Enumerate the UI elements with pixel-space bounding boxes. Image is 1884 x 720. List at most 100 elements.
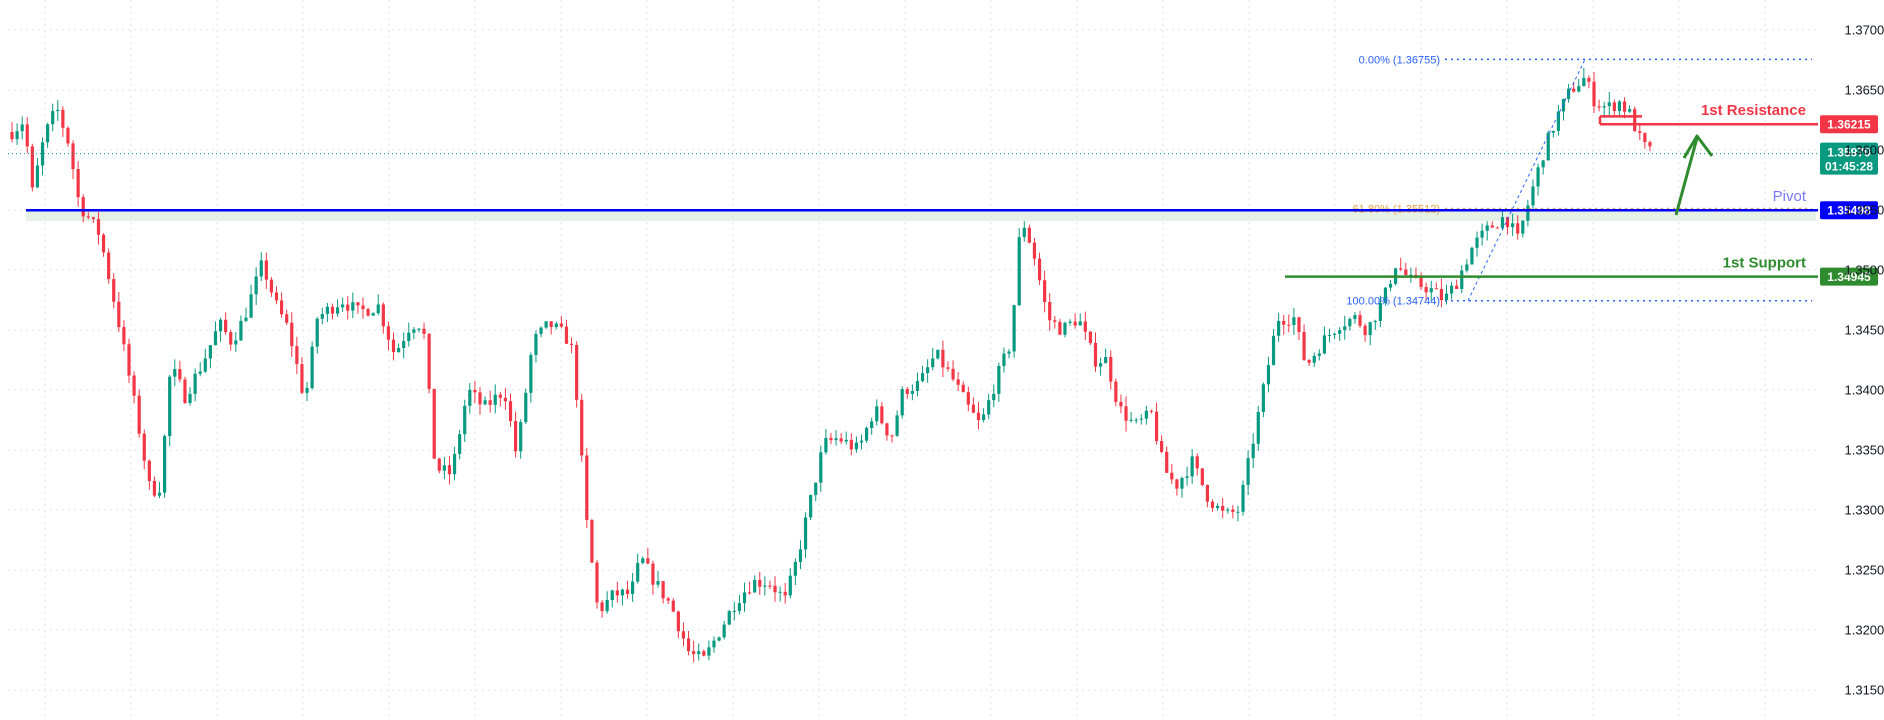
candle-body <box>1068 321 1072 323</box>
candle-body <box>1322 335 1327 354</box>
candle-body <box>1582 77 1586 87</box>
candle-body <box>458 434 462 454</box>
fibonacci-level-label: 0.00% (1.36755) <box>1359 54 1440 66</box>
candle-body <box>1572 88 1576 92</box>
candle-body <box>1215 505 1220 508</box>
candle-body <box>412 329 416 333</box>
candle-body <box>768 585 772 587</box>
candle-body <box>371 313 375 316</box>
candle-body <box>992 393 996 401</box>
candle-body <box>1246 458 1250 485</box>
candle-body <box>30 146 34 188</box>
candle-body <box>498 394 502 398</box>
candle-body <box>20 124 24 132</box>
candle-body <box>936 349 940 359</box>
candle-body <box>885 423 889 436</box>
candle-body <box>376 304 380 314</box>
level-price-tag <box>1820 115 1878 134</box>
candle-body <box>1338 330 1342 334</box>
candle-body <box>173 369 177 377</box>
candle-body <box>890 435 894 437</box>
candle-body <box>1348 319 1352 327</box>
candle-body <box>941 349 945 368</box>
candle-body <box>1027 227 1031 243</box>
candle-body <box>86 216 90 218</box>
level-price-tag-text: 1.36215 <box>1827 118 1871 132</box>
candle-body <box>1490 225 1494 228</box>
candle-body <box>585 455 589 521</box>
candle-body <box>198 371 202 374</box>
candle-body <box>1037 258 1042 281</box>
candle-body <box>1622 101 1627 112</box>
arrow-shaft <box>1674 137 1699 216</box>
candle-body <box>493 394 497 405</box>
candle-body <box>1556 111 1561 131</box>
candle-body <box>1266 365 1271 385</box>
candle-body <box>926 367 930 374</box>
candle-body <box>600 602 604 612</box>
y-tick-label: 1.31500 <box>1845 683 1884 698</box>
candle-body <box>987 400 991 415</box>
candle-body <box>1526 205 1530 221</box>
candle-body <box>1073 321 1077 326</box>
candle-body <box>1592 81 1596 107</box>
candle-body <box>1587 77 1591 82</box>
candle-body <box>920 373 925 382</box>
candle-body <box>152 480 157 496</box>
candle-body <box>107 252 111 280</box>
candle-body <box>76 169 80 198</box>
candle-body <box>1521 220 1525 234</box>
candle-body <box>407 332 411 342</box>
candle-body <box>117 301 121 328</box>
pivot-zone <box>26 209 1816 222</box>
candle-body <box>559 323 563 327</box>
candle-body <box>1470 247 1474 265</box>
candle-body <box>1226 509 1230 511</box>
candle-body <box>127 344 131 376</box>
candle-body <box>1373 320 1377 323</box>
candle-body <box>717 637 721 641</box>
candle-body <box>564 326 569 344</box>
candle-body <box>946 367 950 369</box>
candle-body <box>1160 441 1164 452</box>
candle-body <box>1185 476 1189 478</box>
candle-body <box>793 561 797 576</box>
candle-body <box>1597 106 1601 108</box>
current-price-tag <box>1820 142 1878 175</box>
candle-body <box>193 373 197 394</box>
candle-body <box>513 421 518 452</box>
candle-body <box>1154 411 1159 442</box>
candle-body <box>641 558 645 563</box>
candle-body <box>671 600 675 612</box>
candle-body <box>112 279 116 302</box>
fibonacci-level-label: 100.00% (1.34744) <box>1346 296 1440 308</box>
y-tick-label: 1.34500 <box>1845 323 1884 338</box>
candle-body <box>1002 353 1006 366</box>
level-price-tag-text: 1.34945 <box>1827 270 1871 284</box>
candle-body <box>280 300 284 315</box>
candle-body <box>208 345 212 359</box>
y-tick-label: 1.34000 <box>1845 383 1884 398</box>
candle-body <box>524 392 528 423</box>
candle-body <box>778 591 782 593</box>
candle-body <box>15 131 19 140</box>
level-price-tag <box>1820 201 1878 220</box>
candle-body <box>773 585 777 593</box>
candle-body <box>1078 321 1082 326</box>
candle-body <box>137 395 141 434</box>
candle-body <box>870 421 874 428</box>
candle-body <box>122 327 126 345</box>
candle-body <box>1104 357 1108 364</box>
candle-body <box>463 405 467 435</box>
candle-body <box>61 109 65 128</box>
candle-body <box>1210 501 1215 508</box>
candle-body <box>391 339 396 353</box>
candle-body <box>101 234 106 253</box>
candle-body <box>880 406 884 424</box>
candle-body <box>615 590 619 596</box>
candle-body <box>519 422 523 452</box>
candle-body <box>712 640 716 648</box>
candle-body <box>249 294 253 318</box>
candle-body <box>285 314 289 323</box>
